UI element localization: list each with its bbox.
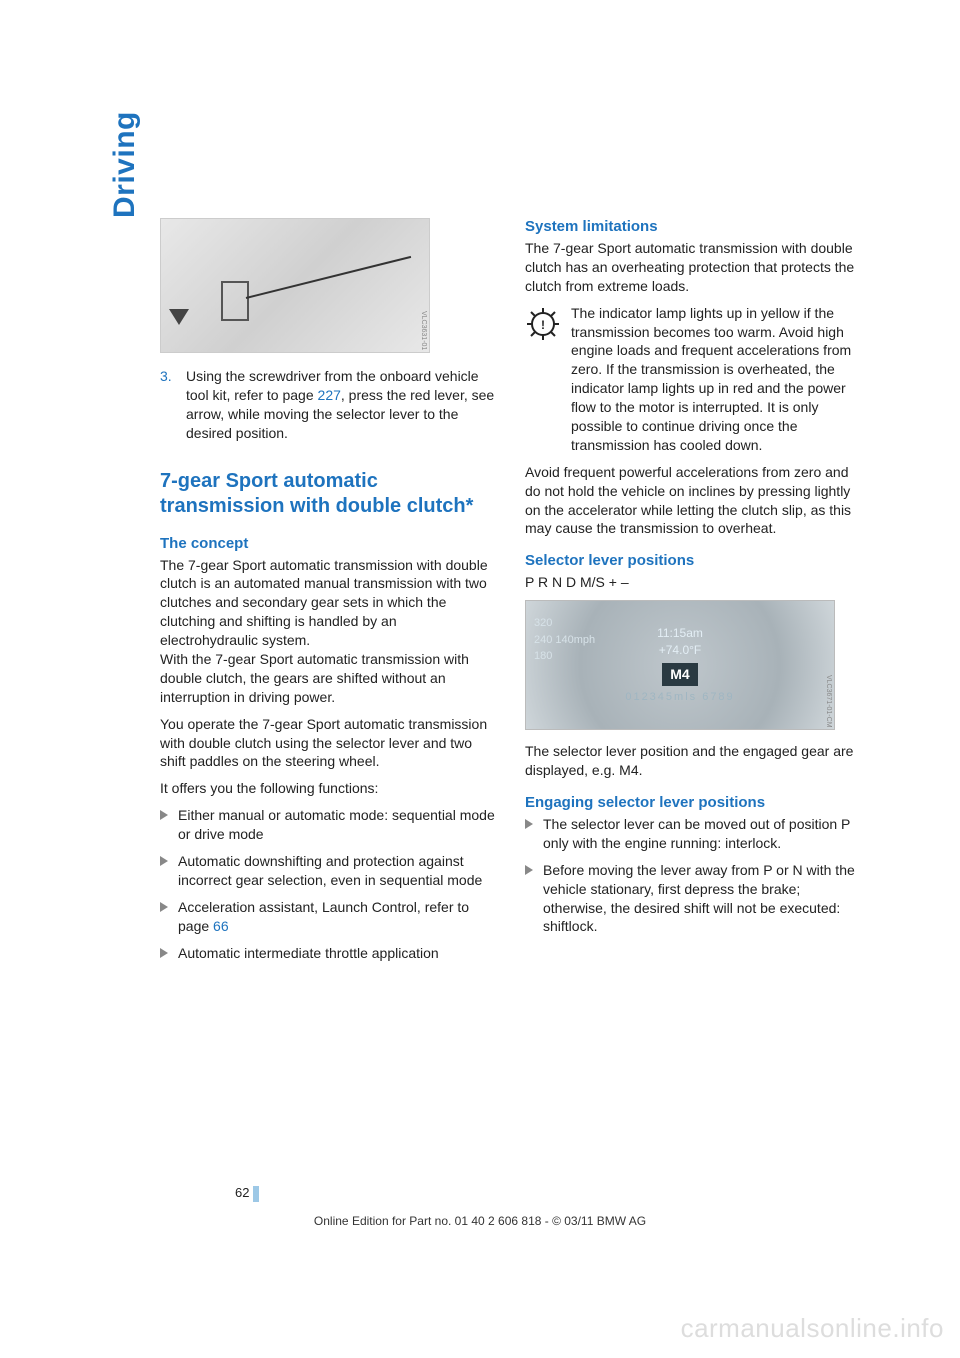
list-item: Before moving the lever away from P or N… xyxy=(525,861,860,937)
triangle-icon xyxy=(525,819,533,829)
selector-positions-line: P R N D M/S + – xyxy=(525,573,860,592)
dash-odometer: 012345mls 6789 xyxy=(625,690,734,705)
list-text: Automatic intermediate throttle applicat… xyxy=(178,944,439,963)
list-item: Acceleration assistant, Launch Control, … xyxy=(160,898,495,936)
list-text: The selector lever can be moved out of p… xyxy=(543,815,860,853)
dash-time: 11:15am xyxy=(625,625,734,642)
dash-gear-indicator: M4 xyxy=(662,663,697,687)
figure-screwdriver: VLC3631-01 xyxy=(160,218,430,353)
triangle-icon xyxy=(160,902,168,912)
list-text: Before moving the lever away from P or N… xyxy=(543,861,860,937)
page-number-bar xyxy=(253,1186,259,1202)
subheading-syslimits: System limitations xyxy=(525,218,860,235)
subheading-concept: The concept xyxy=(160,535,495,552)
figure-dashboard: 320240 140mph180 11:15am +74.0°F M4 0123… xyxy=(525,600,835,730)
selector-positions-para: The selector lever position and the enga… xyxy=(525,742,860,780)
dash-speed-scale: 320240 140mph180 xyxy=(534,615,595,665)
step-3: 3. Using the screwdriver from the onboar… xyxy=(160,367,495,443)
svg-text:!: ! xyxy=(541,318,545,332)
dash-temp: +74.0°F xyxy=(625,642,734,659)
triangle-icon xyxy=(160,856,168,866)
left-column: VLC3631-01 3. Using the screwdriver from… xyxy=(160,218,495,970)
warning-block: ! The indicator lamp lights up in yellow… xyxy=(525,304,860,455)
footer-text: Online Edition for Part no. 01 40 2 606 … xyxy=(0,1214,960,1228)
functions-list: Either manual or automatic mode: sequent… xyxy=(160,806,495,962)
section-heading-7gear: 7-gear Sport automatic transmission with… xyxy=(160,469,495,519)
list-text: Acceleration assistant, Launch Control, … xyxy=(178,898,495,936)
figure-arrow-icon xyxy=(169,309,189,325)
concept-para-3: It offers you the following functions: xyxy=(160,779,495,798)
page-number-value: 62 xyxy=(235,1185,249,1200)
list-item: Automatic downshifting and protection ag… xyxy=(160,852,495,890)
step-number: 3. xyxy=(160,367,176,443)
section-side-label: Driving xyxy=(108,111,142,218)
gear-warning-icon: ! xyxy=(525,306,561,342)
triangle-icon xyxy=(525,865,533,875)
concept-para-2: You operate the 7-gear Sport automatic t… xyxy=(160,715,495,772)
subheading-engaging: Engaging selector lever positions xyxy=(525,794,860,811)
engaging-list: The selector lever can be moved out of p… xyxy=(525,815,860,936)
syslimits-para-2: Avoid frequent powerful accelerations fr… xyxy=(525,463,860,539)
list-text: Automatic downshifting and protection ag… xyxy=(178,852,495,890)
concept-para-1: The 7-gear Sport automatic transmission … xyxy=(160,556,495,707)
page-ref-227[interactable]: 227 xyxy=(318,387,341,403)
page-ref-66[interactable]: 66 xyxy=(213,918,229,934)
list-item: Automatic intermediate throttle applicat… xyxy=(160,944,495,963)
triangle-icon xyxy=(160,810,168,820)
page-content: VLC3631-01 3. Using the screwdriver from… xyxy=(0,0,960,970)
page-number: 62 xyxy=(235,1185,259,1202)
triangle-icon xyxy=(160,948,168,958)
right-column: System limitations The 7-gear Sport auto… xyxy=(525,218,860,970)
figure-code: VLC3631-01 xyxy=(420,311,427,350)
watermark: carmanualsonline.info xyxy=(681,1313,944,1344)
step-text: Using the screwdriver from the onboard v… xyxy=(186,367,495,443)
list-item: The selector lever can be moved out of p… xyxy=(525,815,860,853)
syslimits-para-1: The 7-gear Sport automatic transmission … xyxy=(525,239,860,296)
figure-sketch-box xyxy=(221,281,249,321)
dash-figure-code: VLC3671-01-CM xyxy=(825,675,832,728)
list-text: Either manual or automatic mode: sequent… xyxy=(178,806,495,844)
subheading-selector-positions: Selector lever positions xyxy=(525,552,860,569)
list-item: Either manual or automatic mode: sequent… xyxy=(160,806,495,844)
dash-center: 11:15am +74.0°F M4 012345mls 6789 xyxy=(625,625,734,706)
warning-text: The indicator lamp lights up in yellow i… xyxy=(571,304,860,455)
figure-lever-line xyxy=(246,256,411,299)
